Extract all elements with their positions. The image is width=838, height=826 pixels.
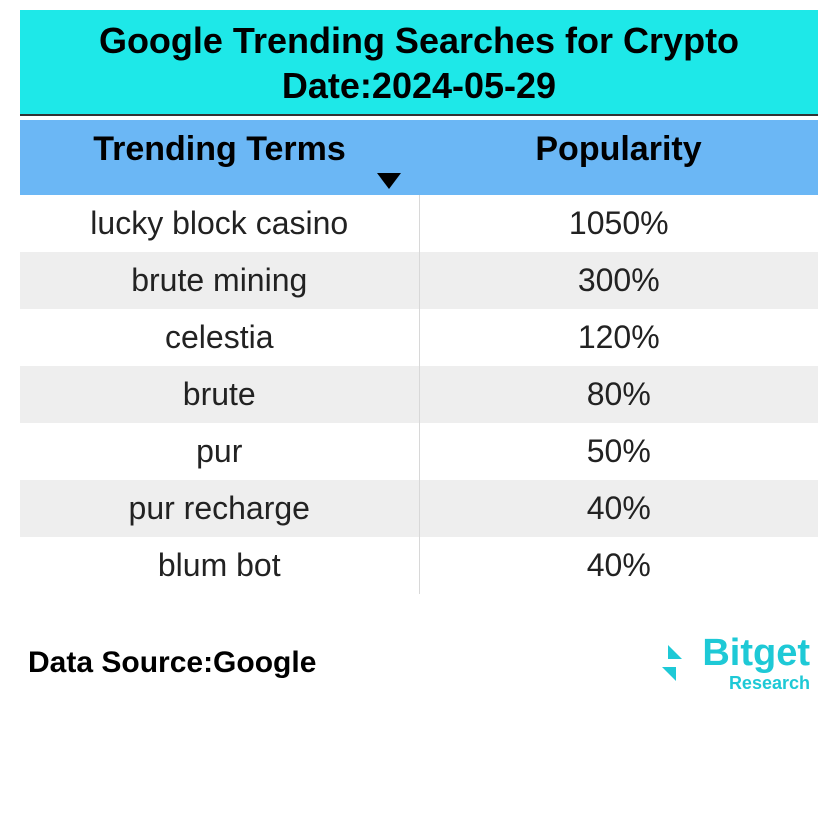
cell-term: brute mining — [20, 252, 419, 309]
title-line-2: Date:2024-05-29 — [30, 63, 808, 108]
table-row: blum bot40% — [20, 537, 818, 594]
table-row: pur recharge40% — [20, 480, 818, 537]
col-header-popularity[interactable]: Popularity — [419, 120, 818, 195]
table-header-row: Trending Terms Popularity — [20, 120, 818, 195]
title-line-1: Google Trending Searches for Crypto — [30, 18, 808, 63]
col-header-terms-label: Trending Terms — [93, 130, 346, 168]
cell-popularity: 50% — [419, 423, 818, 480]
table-row: brute80% — [20, 366, 818, 423]
cell-term: celestia — [20, 309, 419, 366]
title-bar: Google Trending Searches for Crypto Date… — [20, 10, 818, 116]
bitget-logo: Bitget Research — [648, 634, 810, 692]
bitget-logo-text: Bitget Research — [702, 634, 810, 692]
cell-popularity: 120% — [419, 309, 818, 366]
cell-term: blum bot — [20, 537, 419, 594]
cell-popularity: 1050% — [419, 195, 818, 252]
cell-popularity: 80% — [419, 366, 818, 423]
trending-table: Trending Terms Popularity lucky block ca… — [20, 120, 818, 594]
cell-popularity: 40% — [419, 537, 818, 594]
bitget-logo-icon — [648, 639, 696, 687]
table-row: brute mining300% — [20, 252, 818, 309]
cell-term: pur — [20, 423, 419, 480]
cell-popularity: 40% — [419, 480, 818, 537]
cell-popularity: 300% — [419, 252, 818, 309]
col-header-popularity-label: Popularity — [535, 130, 701, 168]
cell-term: lucky block casino — [20, 195, 419, 252]
table-row: celestia120% — [20, 309, 818, 366]
table-row: lucky block casino1050% — [20, 195, 818, 252]
footer: Data Source:Google Bitget Research — [20, 634, 818, 692]
sort-desc-icon[interactable] — [377, 173, 401, 189]
col-header-terms[interactable]: Trending Terms — [20, 120, 419, 195]
cell-term: pur recharge — [20, 480, 419, 537]
logo-brand: Bitget — [702, 634, 810, 672]
data-source-label: Data Source:Google — [28, 646, 316, 680]
table-row: pur50% — [20, 423, 818, 480]
logo-sub: Research — [729, 674, 810, 692]
cell-term: brute — [20, 366, 419, 423]
